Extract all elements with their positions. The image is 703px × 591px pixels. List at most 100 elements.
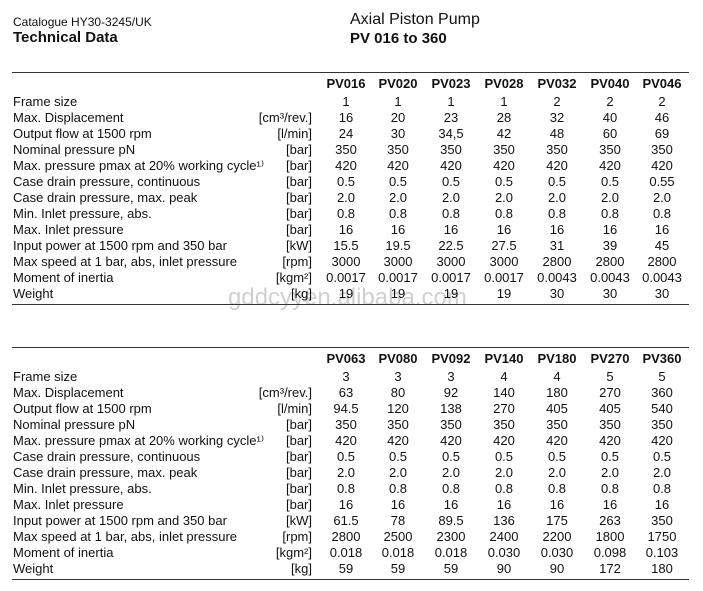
- row-label: Moment of inertia: [13, 270, 114, 285]
- cell-value: 19: [338, 286, 354, 301]
- cell-value: 2.0: [388, 465, 408, 480]
- row-label: Case drain pressure, continuous: [13, 174, 201, 189]
- row-label: Min. Inlet pressure, abs.: [13, 481, 152, 496]
- row-label: Max speed at 1 bar, abs, inlet pressure: [13, 254, 238, 269]
- row-label: Max speed at 1 bar, abs, inlet pressure: [13, 529, 238, 544]
- row-unit: [kg]: [291, 286, 312, 301]
- cell-value: 16: [549, 497, 565, 512]
- cell-value: 350: [651, 417, 673, 432]
- cell-value: 138: [440, 401, 462, 416]
- cell-value: 405: [546, 401, 568, 416]
- catalogue: Catalogue HY30-3245/UK: [13, 15, 152, 29]
- cell-value: 3: [394, 369, 402, 384]
- column-header: PV040: [590, 76, 630, 91]
- row-label: Case drain pressure, max. peak: [13, 465, 198, 480]
- cell-value: 1: [342, 94, 350, 109]
- row-label: Max. Inlet pressure: [13, 497, 124, 512]
- row-unit: [cm³/rev.]: [258, 110, 312, 125]
- cell-value: 90: [496, 561, 512, 576]
- cell-value: 0.5: [600, 449, 620, 464]
- cell-value: 2800: [542, 254, 572, 269]
- cell-value: 0.5: [336, 174, 356, 189]
- cell-value: 0.8: [600, 481, 620, 496]
- cell-value: 30: [602, 286, 618, 301]
- row-label: Nominal pressure pN: [13, 142, 136, 157]
- cell-value: 1: [394, 94, 402, 109]
- row-unit: [bar]: [285, 465, 312, 480]
- cell-value: 420: [387, 433, 409, 448]
- row-label: Nominal pressure pN: [13, 417, 136, 432]
- cell-value: 2.0: [336, 465, 356, 480]
- row-unit: [rpm]: [282, 254, 312, 269]
- cell-value: 2.0: [494, 190, 514, 205]
- row-unit: [bar]: [285, 174, 312, 189]
- table-rule: [12, 72, 689, 73]
- cell-value: 420: [440, 433, 462, 448]
- row-unit: [bar]: [285, 158, 312, 173]
- cell-value: 2300: [436, 529, 466, 544]
- cell-value: 0.8: [547, 481, 567, 496]
- cell-value: 350: [440, 142, 462, 157]
- cell-value: 30: [549, 286, 565, 301]
- cell-value: 0.8: [547, 206, 567, 221]
- cell-value: 2.0: [652, 190, 672, 205]
- cell-value: 2.0: [336, 190, 356, 205]
- cell-value: 0.8: [336, 206, 356, 221]
- cell-value: 80: [390, 385, 406, 400]
- cell-value: 270: [493, 401, 515, 416]
- row-unit: [bar]: [285, 449, 312, 464]
- row-label: Max. Inlet pressure: [13, 222, 124, 237]
- cell-value: 0.8: [652, 481, 672, 496]
- cell-value: 420: [599, 158, 621, 173]
- table-rule: [12, 347, 689, 348]
- cell-value: 16: [390, 222, 406, 237]
- cell-value: 420: [599, 433, 621, 448]
- cell-value: 350: [493, 142, 515, 157]
- cell-value: 350: [440, 417, 462, 432]
- cell-value: 16: [338, 110, 354, 125]
- cell-value: 42: [496, 126, 512, 141]
- cell-value: 2800: [331, 529, 361, 544]
- row-label: Frame size: [13, 369, 78, 384]
- cell-value: 172: [599, 561, 621, 576]
- cell-value: 350: [599, 142, 621, 157]
- column-header: PV270: [590, 351, 630, 366]
- cell-value: 420: [651, 433, 673, 448]
- cell-value: 0.0017: [431, 270, 471, 285]
- column-header: PV016: [326, 76, 366, 91]
- cell-value: 420: [335, 158, 357, 173]
- row-unit: [rpm]: [282, 529, 312, 544]
- cell-value: 0.5: [494, 174, 514, 189]
- cell-value: 30: [654, 286, 670, 301]
- cell-value: 5: [606, 369, 614, 384]
- row-unit: [kgm²]: [275, 270, 312, 285]
- row-unit: [cm³/rev.]: [258, 385, 312, 400]
- cell-value: 19: [496, 286, 512, 301]
- cell-value: 0.8: [388, 481, 408, 496]
- cell-value: 16: [443, 222, 459, 237]
- cell-value: 46: [654, 110, 670, 125]
- cell-value: 140: [493, 385, 515, 400]
- product-name: Axial Piston Pump: [350, 11, 480, 28]
- cell-value: 22.5: [438, 238, 464, 253]
- cell-value: 0.8: [600, 206, 620, 221]
- row-unit: [kgm²]: [275, 545, 312, 560]
- row-label: Max. Displacement: [13, 110, 124, 125]
- cell-value: 270: [599, 385, 621, 400]
- cell-value: 180: [651, 561, 673, 576]
- cell-value: 16: [390, 497, 406, 512]
- cell-value: 16: [602, 222, 618, 237]
- cell-value: 2.0: [441, 190, 461, 205]
- cell-value: 350: [387, 142, 409, 157]
- row-label: Max. pressure pmax at 20% working cycle¹…: [13, 433, 265, 448]
- cell-value: 0.030: [487, 545, 521, 560]
- cell-value: 2400: [489, 529, 519, 544]
- cell-value: 2500: [383, 529, 413, 544]
- cell-value: 2: [658, 94, 666, 109]
- cell-value: 0.0017: [378, 270, 418, 285]
- cell-value: 27.5: [491, 238, 517, 253]
- column-header: PV063: [326, 351, 366, 366]
- cell-value: 2.0: [652, 465, 672, 480]
- row-label: Min. Inlet pressure, abs.: [13, 206, 152, 221]
- column-header: PV023: [431, 76, 471, 91]
